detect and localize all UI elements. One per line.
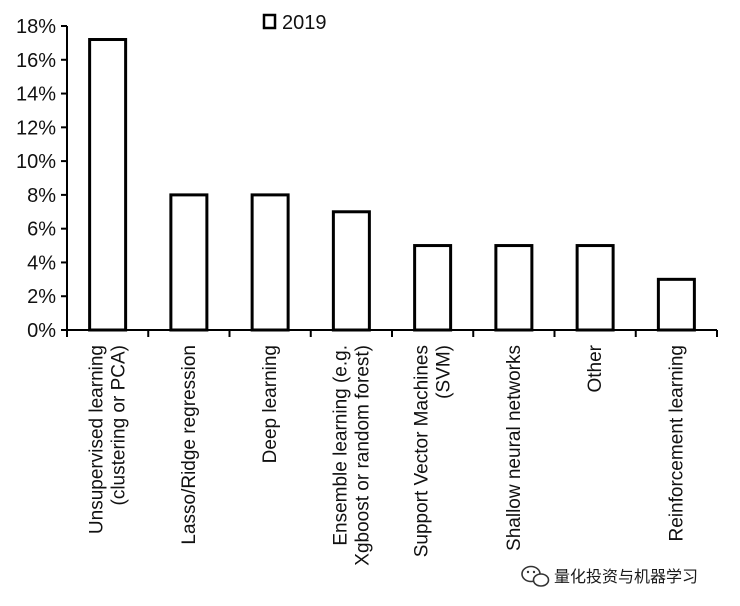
y-tick-label: 18% [16,16,56,38]
category-label-line: Shallow neural networks [504,345,525,551]
category-label: Deep learning [260,345,281,463]
legend-label: 2019 [282,12,327,34]
category-label: Unsupervised learning (clustering or PCA) [87,345,130,534]
category-label-line: Support Vector Machines [412,345,433,557]
category-label: Reinforcement learning [666,345,687,541]
category-label-line: (SVM) [434,345,455,399]
category-label: Support Vector Machines (SVM) [412,345,455,557]
category-label: Lasso/Ridge regression [179,345,200,545]
category-label-line: Other [585,344,606,392]
category-label-line: Ensemble learning (e.g. [330,345,351,546]
category-labels: Unsupervised learning (clustering or PCA)… [87,344,688,565]
y-tick-label: 6% [27,219,56,241]
wechat-icon [521,565,550,587]
y-tick-label: 2% [27,286,56,308]
y-tick-label: 0% [27,320,56,342]
category-label: Ensemble learning (e.g. Xgboost or random… [330,345,373,566]
bars [88,38,696,332]
category-label-line: Unsupervised learning [87,345,108,534]
bar [250,193,290,332]
y-tick-label: 16% [16,50,56,72]
y-tick-label: 12% [16,117,56,139]
y-tick-label: 4% [27,252,56,274]
category-label: Other [585,344,606,392]
legend-swatch [262,13,277,30]
y-axis: 0% 2% 4% 6% 8% 10% 12% 14% 16% 18% [16,16,68,342]
x-axis [66,329,718,337]
bar [331,210,371,332]
y-tick-label: 8% [27,185,56,207]
category-label: Shallow neural networks [504,345,525,551]
category-label-line: Xgboost or random forest) [352,345,373,566]
watermark: 量化投资与机器学习 [521,565,698,587]
category-label-line: Deep learning [260,345,281,463]
y-tick-label: 14% [16,84,56,106]
bar [169,193,209,332]
bar [88,38,128,332]
y-tick-label: 10% [16,151,56,173]
bar [575,244,615,332]
bar [413,244,453,332]
bar [656,277,696,332]
category-label-line: Reinforcement learning [666,345,687,541]
category-label-line: (clustering or PCA) [109,345,130,506]
category-label-line: Lasso/Ridge regression [179,345,200,545]
legend: 2019 [262,12,327,34]
bar [494,244,534,332]
watermark-text: 量化投资与机器学习 [554,567,698,586]
